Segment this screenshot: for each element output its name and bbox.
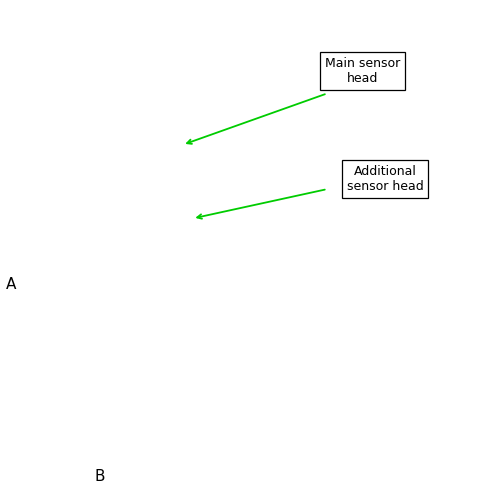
- Text: Main sensor
head: Main sensor head: [325, 57, 400, 85]
- Text: Additional
sensor head: Additional sensor head: [346, 165, 424, 193]
- Text: A: A: [6, 277, 16, 293]
- Text: B: B: [95, 468, 106, 484]
